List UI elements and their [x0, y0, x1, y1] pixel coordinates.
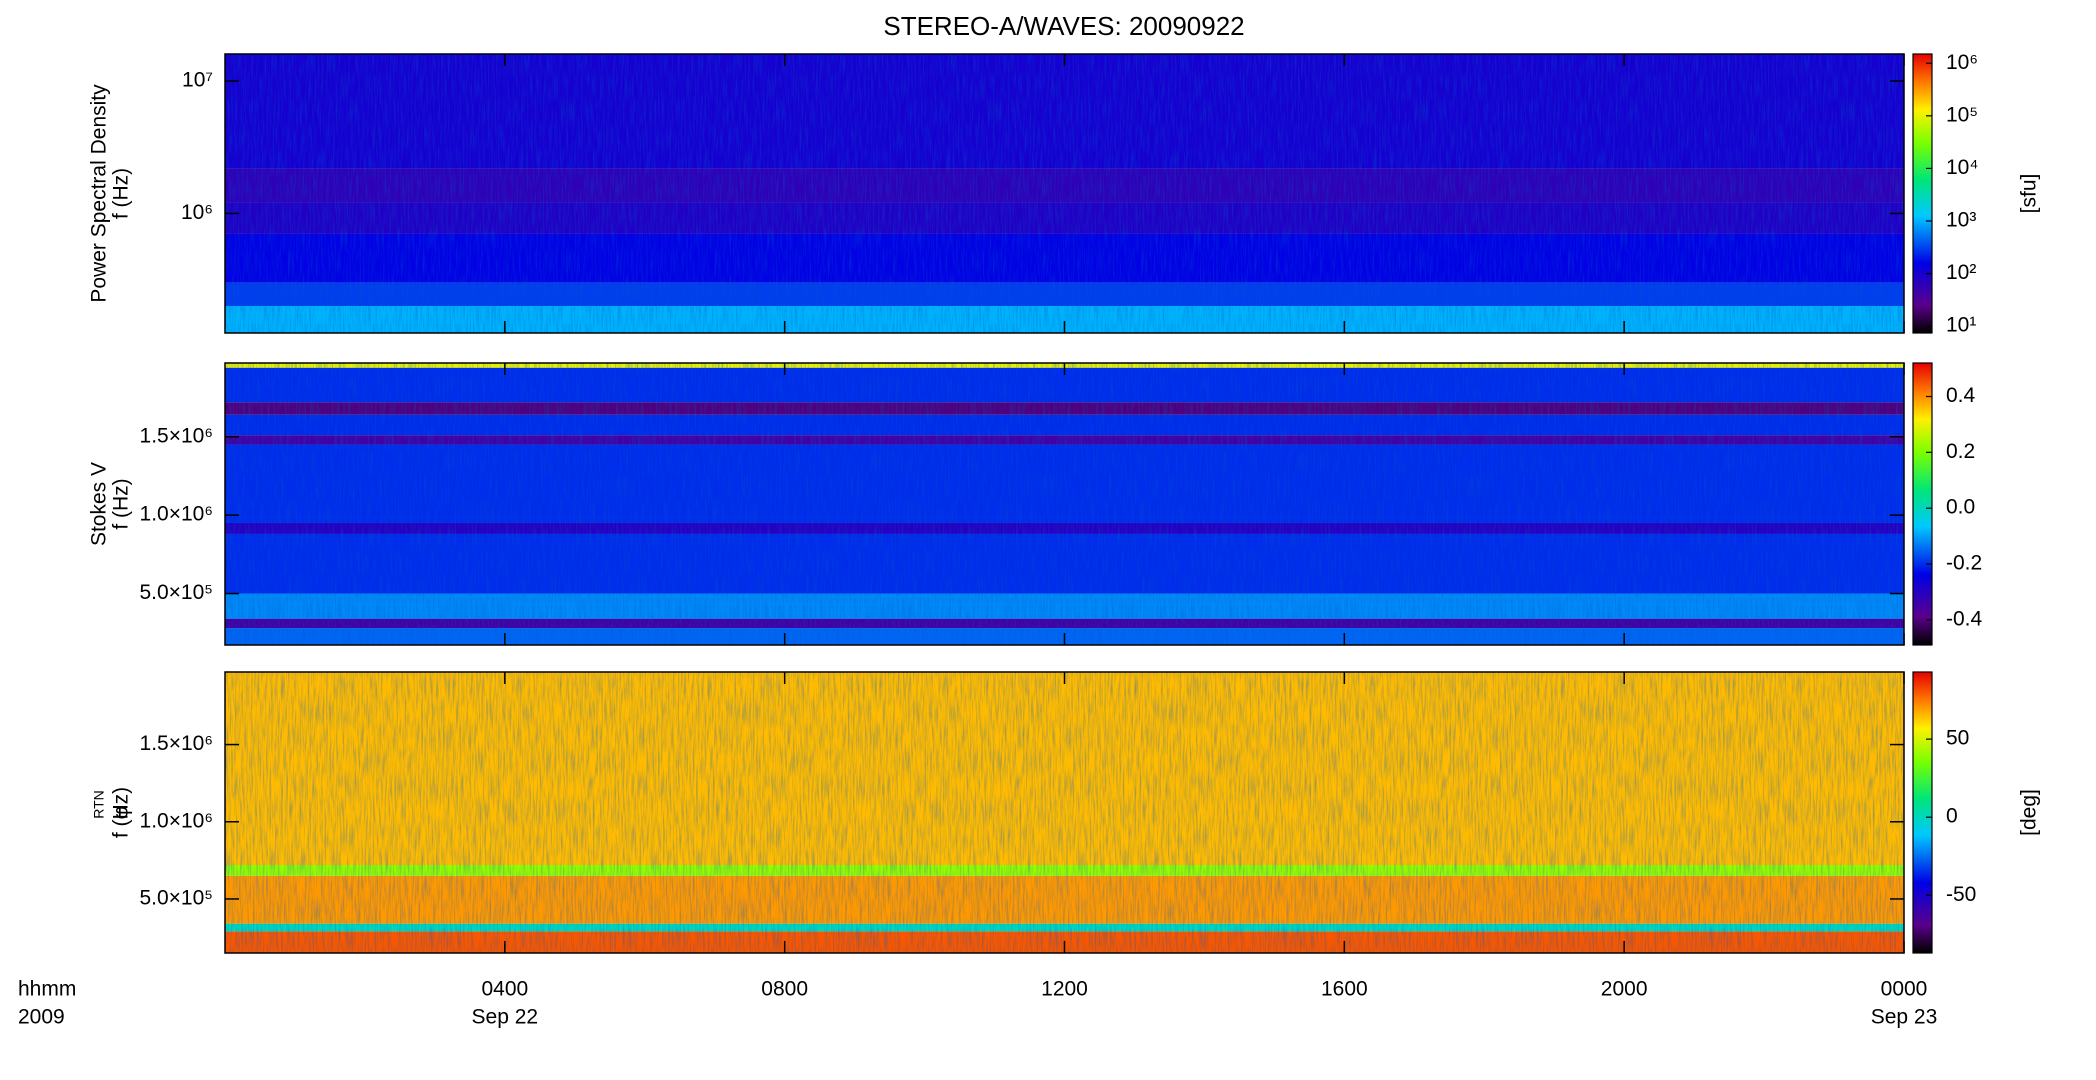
colorbar-tick-label: 0: [1946, 805, 1958, 828]
colorbar-tick-label: -0.2: [1946, 552, 1982, 575]
chart-title: STEREO-A/WAVES: 20090922: [883, 11, 1244, 41]
colorbar-tick-label: 50: [1946, 727, 1969, 750]
y-tick-label: 5.0×10⁵: [139, 581, 213, 604]
colorbar: [1912, 53, 1933, 334]
x-tick-label: 0800: [761, 978, 808, 1001]
y-axis-label: Stokes V: [88, 462, 111, 546]
colorbar-tick-label: 10²: [1946, 261, 1976, 284]
colorbar-tick-label: 10⁶: [1946, 51, 1978, 74]
colorbar-tick-label: 10⁵: [1946, 103, 1978, 126]
spectrogram-texture: [225, 363, 1904, 645]
x-unit-label: hhmm: [18, 978, 76, 1001]
x-tick-label: 0000: [1881, 978, 1928, 1001]
colorbar-tick-label: -0.4: [1946, 607, 1983, 630]
y-axis-label: Power Spectral Density: [88, 84, 111, 303]
colorbar: [1912, 362, 1933, 646]
y-axis-label: f (Hz): [110, 168, 133, 219]
x-date-label: Sep 22: [472, 1006, 539, 1029]
colorbar-tick-label: 0.0: [1946, 496, 1975, 519]
y-tick-label: 1.5×10⁶: [140, 732, 213, 755]
x-tick-label: 0400: [481, 978, 528, 1001]
y-tick-label: 10⁶: [181, 201, 213, 224]
spectrogram-texture: [225, 672, 1904, 953]
y-tick-label: 1.5×10⁶: [140, 424, 213, 447]
x-year-label: 2009: [18, 1006, 65, 1029]
y-tick-label: 1.0×10⁶: [140, 503, 213, 526]
y-axis-label: f (Hz): [110, 478, 133, 529]
colorbar-tick-label: 0.2: [1946, 440, 1975, 463]
y-axis-subscript: RTN: [91, 790, 107, 819]
colorbar: [1912, 671, 1933, 954]
y-axis-label: f (Hz): [110, 787, 133, 838]
colorbar-tick-label: -50: [1946, 883, 1976, 906]
colorbar-label: [deg]: [2018, 789, 2041, 836]
x-tick-label: 1600: [1321, 978, 1368, 1001]
colorbar-tick-label: 10³: [1946, 209, 1976, 232]
y-axis-symbol: φ: [110, 806, 133, 820]
colorbar-label: [sfu]: [2018, 174, 2041, 214]
colorbar-tick-label: 10¹: [1946, 314, 1976, 337]
spectrogram-texture: [225, 54, 1904, 333]
y-tick-label: 1.0×10⁶: [140, 809, 213, 832]
x-tick-label: 1200: [1041, 978, 1088, 1001]
x-date-label: Sep 23: [1871, 1006, 1938, 1029]
colorbar-tick-label: 10⁴: [1946, 156, 1978, 179]
x-tick-label: 2000: [1601, 978, 1648, 1001]
y-tick-label: 5.0×10⁵: [139, 887, 213, 910]
y-tick-label: 10⁷: [182, 69, 213, 92]
colorbar-tick-label: 0.4: [1946, 384, 1976, 407]
